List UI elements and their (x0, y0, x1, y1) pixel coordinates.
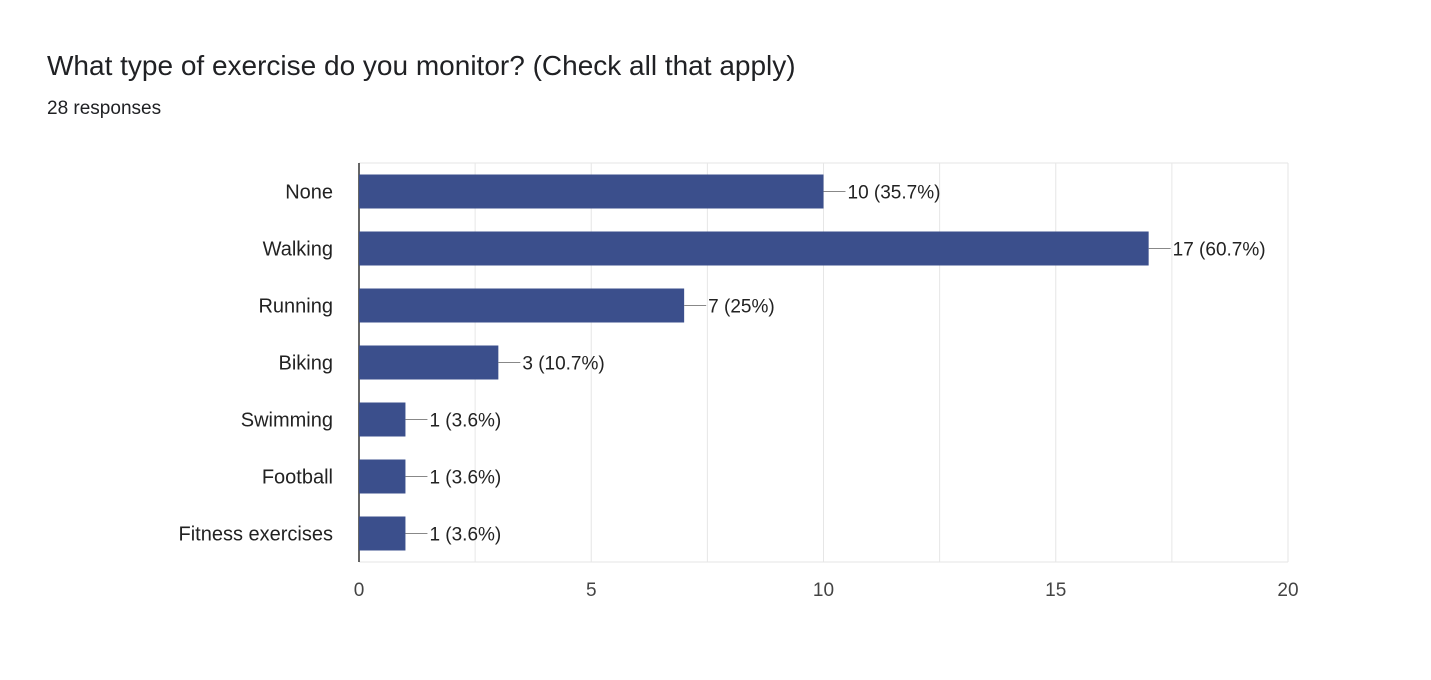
category-label: Biking (279, 353, 333, 375)
bar-value-label: 3 (10.7%) (522, 354, 604, 375)
bars (359, 174, 1171, 551)
category-label: Swimming (241, 410, 333, 432)
bar (359, 459, 406, 494)
category-label: Football (262, 467, 333, 489)
bar-value-label: 1 (3.6%) (429, 411, 501, 432)
x-tick-label: 5 (586, 580, 597, 601)
x-tick-label: 10 (813, 580, 834, 601)
grid-lines (358, 162, 1289, 563)
bar (359, 345, 499, 380)
category-label: None (285, 182, 333, 204)
labels: 0 5 10 15 20 10 (35.7%) None 17 (60.7%) Walking 7… (179, 182, 1299, 602)
bar-value-label: 7 (25%) (708, 297, 775, 318)
response-count: 28 responses (47, 98, 162, 119)
category-label: Fitness exercises (179, 524, 334, 546)
bar (359, 402, 406, 437)
bar-value-label: 1 (3.6%) (429, 468, 501, 489)
x-tick-label: 20 (1277, 580, 1298, 601)
bar (359, 516, 406, 551)
category-label: Running (258, 296, 333, 318)
x-tick-label: 0 (354, 580, 365, 601)
bar-value-label: 1 (3.6%) (429, 525, 501, 546)
bar (359, 288, 685, 323)
bar-value-label: 17 (60.7%) (1173, 240, 1266, 261)
bar-value-label: 10 (35.7%) (848, 183, 941, 204)
bar (359, 174, 824, 209)
category-label: Walking (263, 239, 333, 261)
bar (359, 231, 1149, 266)
x-tick-label: 15 (1045, 580, 1066, 601)
question-title: What type of exercise do you monitor? (C… (47, 50, 796, 81)
